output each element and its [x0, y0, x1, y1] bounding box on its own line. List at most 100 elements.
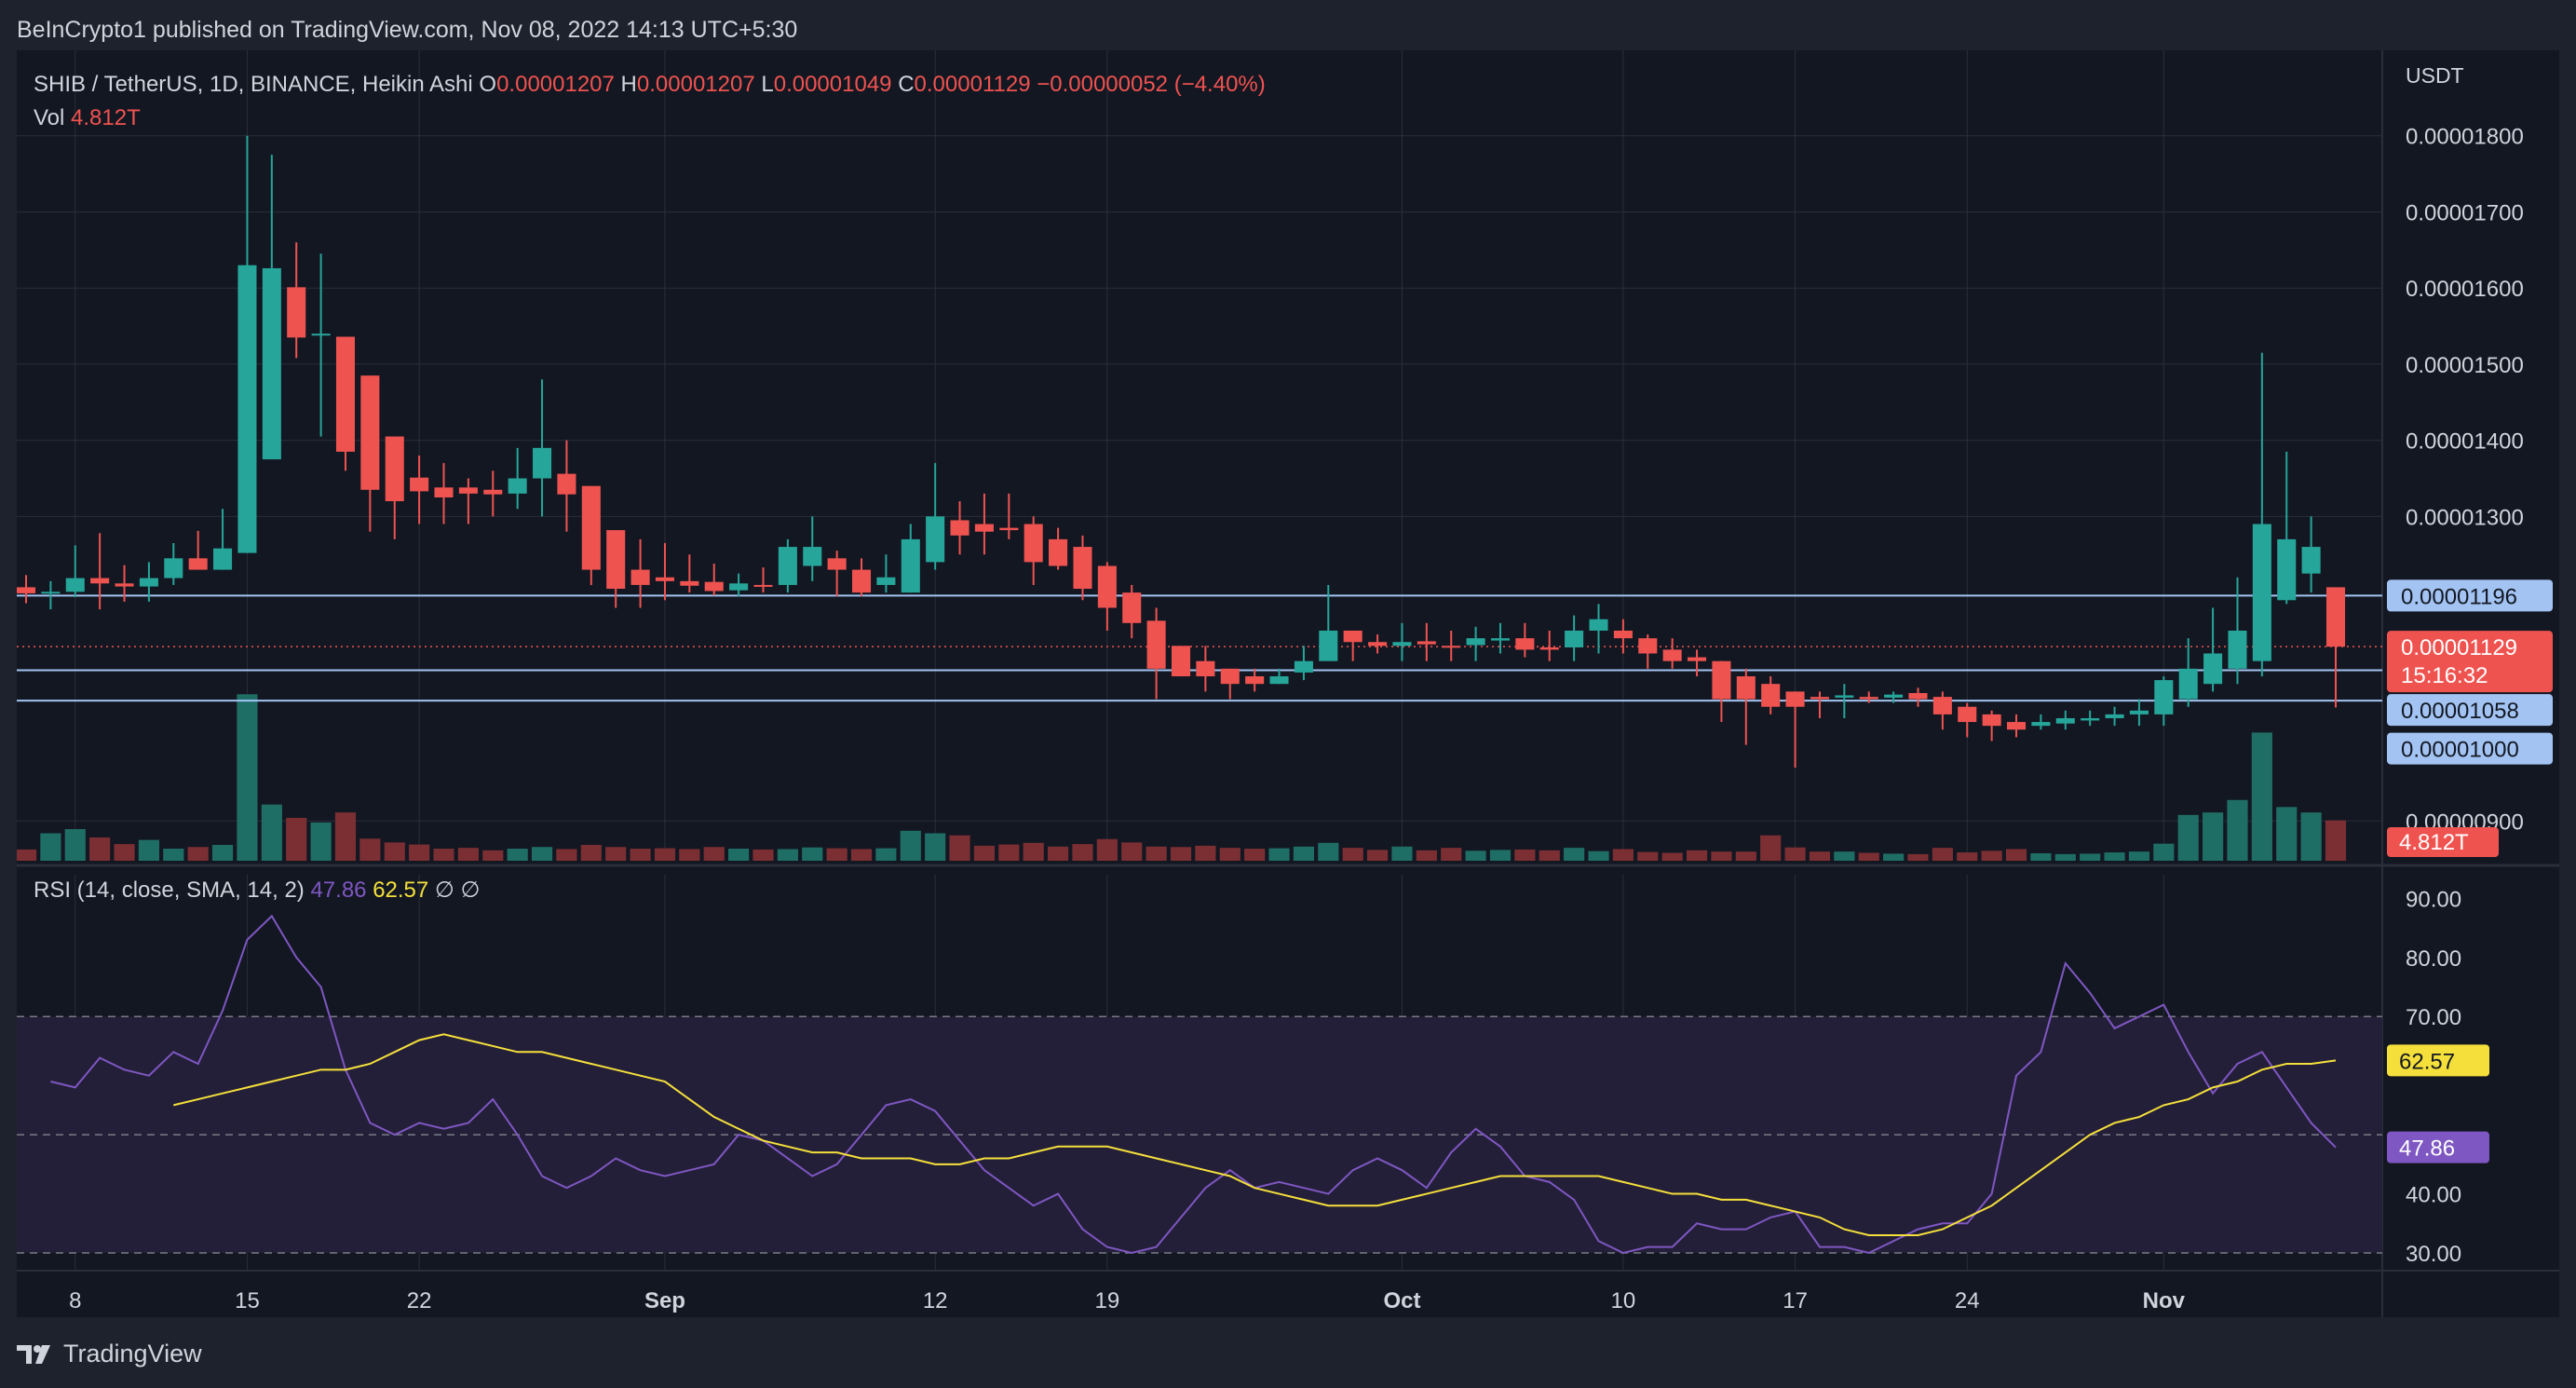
candle-body: [41, 592, 61, 594]
volume-bar: [1686, 850, 1708, 861]
volume-legend-label: Vol: [34, 105, 71, 130]
volume-bar: [1244, 849, 1266, 861]
volume-bar: [1416, 850, 1437, 861]
candle-body: [1171, 646, 1191, 677]
volume-bar: [728, 849, 750, 861]
volume-bar: [114, 844, 135, 861]
candle-body: [557, 473, 576, 495]
candle-body: [2129, 710, 2149, 714]
candle-body: [1932, 697, 1952, 714]
legend-o-label: O: [479, 72, 496, 97]
rsi-legend-sma: 62.57: [373, 878, 435, 903]
volume-bar: [1539, 850, 1560, 861]
volume-bar: [2030, 852, 2052, 861]
candle-body: [1466, 638, 1485, 646]
x-tick-label: Oct: [1383, 1288, 1420, 1313]
candle-body: [139, 578, 158, 587]
candle-body: [1146, 620, 1166, 669]
volume-bar: [433, 849, 454, 861]
volume-bar: [1489, 850, 1512, 861]
chart-svg[interactable]: 8 15 22 Sep 12 19 Oct 10 17 24 Nov USDT 0.00001800 0.…: [17, 50, 2559, 1317]
candle-body: [1417, 641, 1436, 645]
y-tick-label: 0.00001500: [2406, 353, 2524, 378]
candle-body: [2301, 547, 2321, 574]
candle-body: [335, 336, 356, 452]
volume-bar: [359, 838, 381, 861]
level-tag-1196-text: 0.00001196: [2401, 584, 2517, 609]
candle-body: [1073, 547, 1092, 590]
volume-bar: [2177, 814, 2199, 861]
volume-bar: [1809, 851, 1831, 861]
rsi-y-tick-label: 80.00: [2406, 946, 2461, 972]
candle-body: [680, 580, 699, 586]
candle-body: [508, 478, 527, 494]
volume-bar: [777, 849, 798, 861]
level-tag-1000-bg: [2387, 732, 2553, 765]
volume-bar: [2054, 853, 2076, 861]
rsi-sma-tag-text: 62.57: [2399, 1049, 2455, 1074]
volume-bar: [163, 849, 184, 861]
candle-body: [753, 584, 773, 587]
volume-bar: [1907, 853, 1929, 861]
candle-body: [1539, 646, 1559, 650]
candle-body: [1810, 697, 1829, 700]
volume-bar: [1146, 846, 1167, 861]
volume-bar: [409, 844, 430, 861]
candle-body: [999, 527, 1019, 531]
volume-bar: [630, 849, 651, 861]
candle-body: [213, 548, 233, 570]
volume-bar: [1981, 850, 2002, 861]
legend-low: 0.00001049: [774, 72, 898, 97]
candle-body: [1196, 660, 1215, 677]
volume-bar: [2276, 807, 2298, 861]
publisher-line: BeInCrypto1 published on TradingView.com…: [17, 17, 798, 43]
volume-bar: [1072, 844, 1093, 861]
rsi-value-tag: 47.86: [2387, 1131, 2489, 1163]
candle-body: [311, 333, 331, 336]
volume-tag-text: 4.812T: [2399, 830, 2469, 855]
volume-bar: [17, 849, 37, 861]
volume-bar: [2153, 843, 2175, 861]
volume-bar: [556, 849, 577, 861]
volume-tag-bg: [2387, 827, 2499, 857]
volume-bar: [1366, 850, 1389, 861]
x-tick-label: 8: [69, 1288, 81, 1313]
volume-bar: [187, 847, 209, 861]
candle-body: [1490, 638, 1511, 641]
candle-body: [851, 569, 872, 593]
candle-body: [385, 436, 404, 502]
volume-bar: [1514, 849, 1536, 861]
volume-bar: [1391, 846, 1413, 861]
last-price-tag-text: 15:16:32: [2401, 663, 2488, 688]
candle-body: [1220, 668, 1240, 685]
rsi-legend-label: RSI (14, close, SMA, 14, 2): [34, 878, 310, 903]
legend-high: 0.00001207: [637, 72, 761, 97]
candle-body: [778, 547, 797, 585]
volume-bar: [2203, 812, 2224, 861]
volume-bar: [334, 812, 357, 861]
rsi-legend-na: ∅: [461, 878, 481, 903]
volume-bar: [1293, 846, 1314, 861]
last-price-tag-bg: [2387, 631, 2553, 693]
volume-bar: [2325, 820, 2347, 861]
candle-body: [1908, 693, 1928, 700]
candle-body: [606, 530, 626, 590]
volume-bar: [237, 694, 258, 861]
volume-bar: [1342, 848, 1363, 861]
y-tick-label: 0.00001600: [2406, 277, 2524, 302]
candle-body: [237, 265, 257, 553]
volume-bar: [802, 847, 823, 861]
volume-bar: [973, 845, 996, 861]
chart-area[interactable]: 8 15 22 Sep 12 19 Oct 10 17 24 Nov USDT 0.00001800 0.…: [17, 50, 2559, 1317]
volume-bar: [2005, 849, 2027, 861]
candle-body: [1319, 630, 1338, 661]
rsi-legend: RSI (14, close, SMA, 14, 2) 47.86 62.57 …: [34, 878, 480, 903]
candle-body: [2252, 524, 2271, 661]
volume-bar: [703, 847, 725, 861]
candle-body: [483, 489, 503, 495]
volume-bar: [2227, 799, 2248, 861]
y-tick-label: 0.00001800: [2406, 125, 2524, 150]
volume-bar: [1441, 848, 1462, 861]
candle-body: [1982, 714, 2001, 727]
x-tick-label: 17: [1783, 1288, 1808, 1313]
